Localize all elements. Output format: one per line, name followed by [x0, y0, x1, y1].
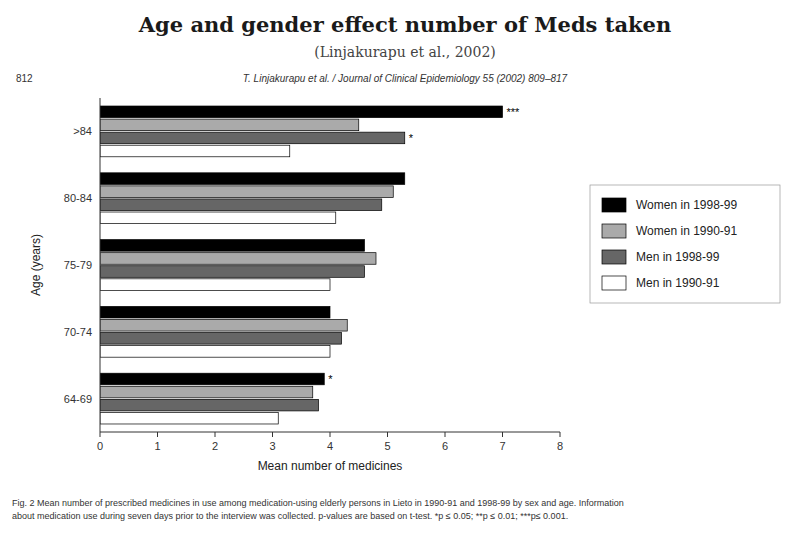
annotation: *	[409, 132, 414, 144]
bar	[100, 119, 359, 131]
legend-swatch	[602, 198, 626, 212]
source: T. Linjakurapu et al. / Journal of Clini…	[243, 73, 568, 84]
legend-frame	[590, 185, 780, 303]
caption-line: about medication use during seven days p…	[12, 511, 568, 521]
bar	[100, 240, 365, 252]
bar	[100, 373, 324, 385]
bar	[100, 132, 405, 144]
chart: Age and gender effect number of Meds tak…	[0, 0, 810, 540]
y-tick-label: >84	[73, 125, 92, 137]
caption-line: Fig. 2 Mean number of prescribed medicin…	[12, 498, 624, 508]
annotation: ***	[507, 106, 521, 118]
subtitle: (Linjakurapu et al., 2002)	[314, 44, 496, 60]
y-axis-line	[100, 98, 101, 432]
x-tick-label: 2	[212, 440, 218, 452]
legend-label: Men in 1998-99	[636, 250, 720, 264]
y-tick-label: 75-79	[64, 259, 92, 271]
bar	[100, 346, 330, 358]
bar	[100, 386, 313, 398]
x-axis-label: Mean number of medicines	[258, 459, 403, 473]
legend-swatch	[602, 276, 626, 290]
bar	[100, 145, 290, 157]
y-tick-label: 80-84	[64, 192, 92, 204]
y-tick-label: 70-74	[64, 326, 92, 338]
x-tick	[560, 432, 561, 437]
bar	[100, 186, 393, 198]
bars	[100, 106, 503, 424]
legend-label: Women in 1990-91	[636, 224, 738, 238]
x-tick-label: 3	[269, 440, 275, 452]
bar	[100, 306, 330, 318]
bar	[100, 399, 319, 411]
bar	[100, 253, 376, 265]
bar	[100, 319, 347, 331]
x-tick	[215, 432, 216, 437]
x-tick	[100, 432, 101, 437]
bar	[100, 266, 365, 278]
x-tick	[157, 432, 158, 437]
bar	[100, 212, 336, 224]
caption: Fig. 2 Mean number of prescribed medicin…	[12, 498, 624, 521]
y-axis-label: Age (years)	[29, 234, 43, 296]
annotation: *	[328, 373, 333, 385]
legend: Women in 1998-99 Women in 1990-91 Men in 1…	[590, 185, 780, 303]
bar	[100, 106, 503, 118]
legend-label: Women in 1998-99	[636, 198, 738, 212]
x-tick-label: 5	[384, 440, 390, 452]
x-tick	[445, 432, 446, 437]
title: Age and gender effect number of Meds tak…	[138, 12, 671, 37]
x-tick-label: 0	[97, 440, 103, 452]
x-tick-label: 8	[557, 440, 563, 452]
x-tick-label: 7	[499, 440, 505, 452]
legend-swatch	[602, 224, 626, 238]
x-tick	[330, 432, 331, 437]
bar	[100, 412, 278, 424]
bar	[100, 279, 330, 291]
legend-swatch	[602, 250, 626, 264]
x-tick-label: 6	[442, 440, 448, 452]
bar	[100, 333, 342, 345]
x-tick	[502, 432, 503, 437]
legend-label: Men in 1990-91	[636, 276, 720, 290]
x-tick	[387, 432, 388, 437]
bar	[100, 199, 382, 211]
y-tick-label: 64-69	[64, 393, 92, 405]
page-number: 812	[16, 73, 33, 84]
x-tick-label: 4	[327, 440, 333, 452]
x-tick-label: 1	[154, 440, 160, 452]
bar	[100, 173, 405, 185]
x-tick	[272, 432, 273, 437]
